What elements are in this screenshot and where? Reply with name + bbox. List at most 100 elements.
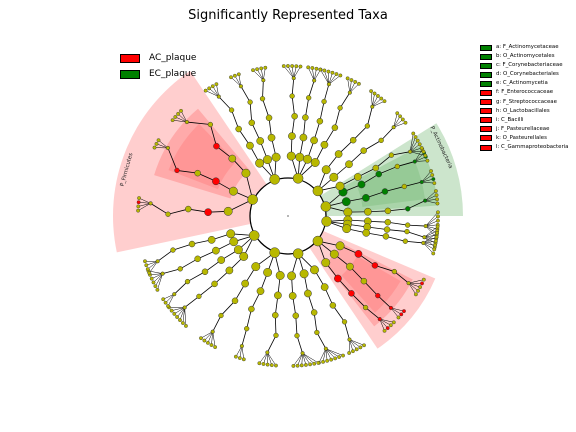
tree-node [341,319,348,325]
tree-link [424,190,437,201]
tree-node [206,340,210,345]
tree-node [341,353,345,358]
tree-link [291,96,296,117]
tree-node [337,355,342,359]
taxa-legend-swatch [480,144,492,151]
tree-node [320,201,332,212]
tree-node [292,312,300,319]
tree-link [220,300,236,316]
tree-node [330,70,335,75]
tree-node [423,198,428,203]
tree-node [312,235,324,247]
tree-node [384,218,392,226]
taxa-legend-item: j: F_Pasteurellaceae [480,125,568,134]
tree-node [342,224,352,234]
tree-node [294,333,300,339]
tree-node [288,132,296,140]
tree-node [217,256,226,264]
tree-link [205,90,219,97]
tree-node [203,88,208,93]
tree-node [290,64,295,68]
tree-node [213,345,218,350]
tree-node [155,259,160,264]
tree-node [298,64,303,69]
tree-node [299,269,309,279]
tree-node [403,120,408,125]
tree-node [388,323,393,328]
tree-link [414,160,428,162]
tree-node [406,281,411,286]
tree-node [320,140,329,149]
root-node [287,215,289,217]
clade-highlight-sector [154,108,250,199]
tree-node [153,284,158,289]
tree-link [390,307,405,312]
tree-link [325,348,344,356]
taxa-legend-label: l: C_Gammaproteobacteria [496,144,569,151]
tree-node [213,142,220,150]
tree-node [273,332,279,339]
tree-node [420,281,424,286]
tree-node [379,96,384,101]
tree-link [267,352,273,366]
tree-link [319,101,325,122]
tree-link [393,116,401,128]
tree-link [212,315,222,332]
chart-title: Significantly Represented Taxa [188,8,388,23]
tree-node [431,177,436,181]
tree-node [419,146,424,150]
tree-node [288,292,297,300]
tree-node [176,111,181,116]
tree-node [329,302,337,309]
tree-node [261,362,266,366]
tree-node [161,297,166,302]
tree-node [306,95,312,101]
tree-node [412,159,417,164]
tree-link [216,84,220,97]
tree-node [184,205,192,213]
tree-link [425,220,439,227]
tree-node [334,72,339,76]
tree-link [246,308,252,329]
tree-node [338,73,343,78]
tree-node [163,300,168,305]
tree-node [362,229,371,237]
tree-node [360,147,367,154]
tree-node [172,292,177,297]
tree-node [312,361,317,366]
tree-link [394,271,409,284]
tree-node [398,114,403,119]
tree-node [436,210,440,215]
tree-node [136,200,141,205]
tree-link [209,124,217,147]
tree-link [414,149,423,162]
tree-node [160,271,165,276]
tree-node [241,357,246,362]
tree-node [436,214,440,219]
tree-node [154,141,159,146]
tree-link [385,235,406,242]
tree-node [337,105,343,111]
tree-node [255,158,265,168]
tree-node [421,277,426,282]
tree-node [384,207,392,215]
taxa-legend-swatch [480,117,492,124]
tree-link [421,170,432,183]
tree-node [372,164,380,172]
tree-node [304,289,312,298]
tree-link [384,186,405,192]
tree-node [286,64,290,68]
tree-node [225,266,234,275]
tree-link [405,240,424,244]
tree-node [404,228,410,235]
tree-node [269,363,274,368]
tree-link [424,230,438,238]
tree-link [409,136,416,152]
tree-node [413,135,418,139]
taxa-legend-item: b: O_Actinomycetales [480,52,568,61]
tree-link [410,151,426,156]
tree-node [326,82,331,87]
tree-node [303,154,312,164]
tree-node [207,121,214,128]
tree-link [157,249,174,262]
